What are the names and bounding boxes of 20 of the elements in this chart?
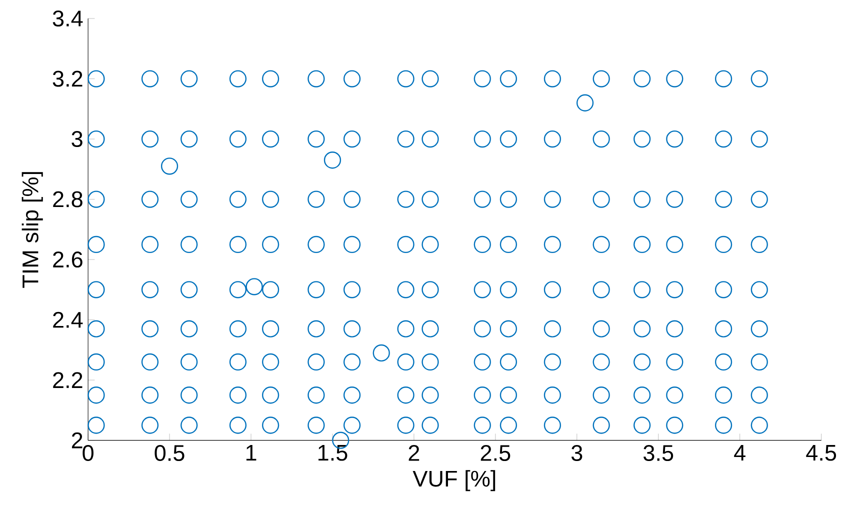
x-tick-label: 2 [408,445,420,461]
x-tick-label: 2.5 [480,445,510,462]
x-tick-label: 0.5 [154,445,184,462]
y-tick-label: 3.2 [52,70,82,87]
x-tick-label: 1.5 [318,445,348,461]
x-axis-title: VUF [%] [412,470,496,492]
x-tick-label: 4.5 [806,445,836,461]
x-tick-label: 0 [82,445,94,462]
y-tick-label: 2.4 [53,312,83,328]
y-tick-label: 2.6 [53,252,82,268]
x-tick-label: 3.5 [644,445,674,462]
y-tick-label: 2 [72,432,82,448]
x-tick-label: 1 [246,445,256,461]
y-tick-label: 3.4 [52,10,83,27]
y-axis-title: TIM slip [%] [22,172,43,288]
y-tick-label: 2.2 [53,372,82,388]
y-tick-label: 2.8 [53,191,82,208]
x-tick-label: 3 [571,445,582,462]
y-tick-label: 3 [72,131,82,148]
x-tick-label: 4 [734,445,746,461]
